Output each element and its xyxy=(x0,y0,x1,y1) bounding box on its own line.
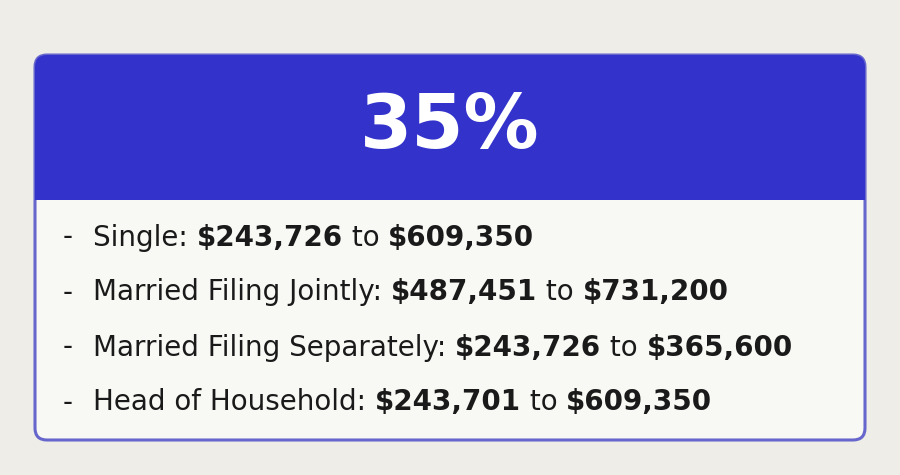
Text: $609,350: $609,350 xyxy=(566,389,713,417)
Text: Married Filing Separately:: Married Filing Separately: xyxy=(93,333,455,361)
Text: -: - xyxy=(63,224,73,251)
Text: to: to xyxy=(601,333,647,361)
Text: Single:: Single: xyxy=(93,224,196,251)
Text: 35%: 35% xyxy=(360,91,540,164)
Text: -: - xyxy=(63,278,73,306)
Text: to: to xyxy=(521,389,566,417)
Text: $243,726: $243,726 xyxy=(196,224,343,251)
Text: $609,350: $609,350 xyxy=(388,224,535,251)
Text: $365,600: $365,600 xyxy=(647,333,793,361)
Text: -: - xyxy=(63,389,73,417)
Text: to: to xyxy=(537,278,582,306)
FancyBboxPatch shape xyxy=(35,55,865,440)
Text: $243,701: $243,701 xyxy=(375,389,521,417)
Text: $731,200: $731,200 xyxy=(582,278,728,306)
Bar xyxy=(35,186,865,200)
Text: $487,451: $487,451 xyxy=(391,278,537,306)
Text: Head of Household:: Head of Household: xyxy=(93,389,375,417)
Text: Married Filing Jointly:: Married Filing Jointly: xyxy=(93,278,391,306)
Text: -: - xyxy=(63,333,73,361)
Text: to: to xyxy=(343,224,388,251)
FancyBboxPatch shape xyxy=(35,55,865,200)
Text: $243,726: $243,726 xyxy=(455,333,601,361)
